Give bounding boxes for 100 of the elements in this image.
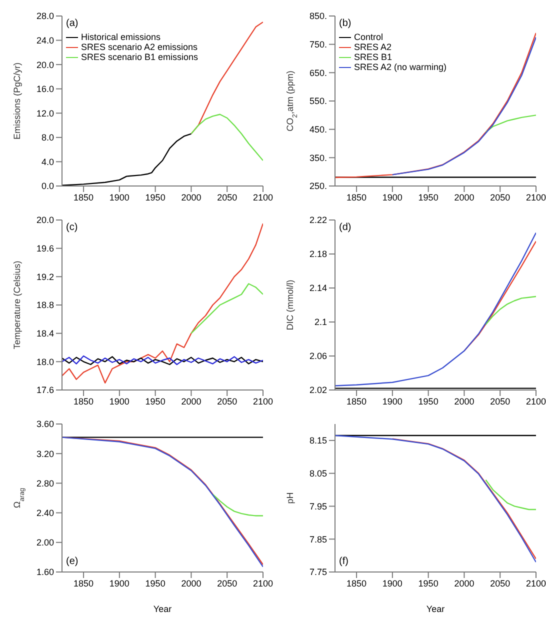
y-tick-label: 3.60 xyxy=(36,419,54,430)
x-tick-label: 2000 xyxy=(454,396,474,406)
x-tick-label: 1900 xyxy=(109,396,130,406)
y-axis-title: DIC (mmol/l) xyxy=(285,280,295,330)
annotation: (d) xyxy=(339,222,352,233)
y-tick-label: 8.05 xyxy=(309,468,327,479)
annotation: (b) xyxy=(339,18,352,29)
x-tick-label: 2000 xyxy=(181,578,202,588)
y-tick-label: 8.0 xyxy=(41,132,54,143)
x-tick-label: 2050 xyxy=(217,396,238,406)
y-tick-label: 450. xyxy=(309,124,327,135)
x-tick-label: 2000 xyxy=(181,192,202,202)
y-axis-title: Emissions (PgC/yr) xyxy=(12,62,22,140)
line-series xyxy=(392,36,536,176)
x-tick-label: 1900 xyxy=(382,578,402,588)
y-tick-label: 4.0 xyxy=(41,156,54,167)
line-series xyxy=(190,283,263,334)
x-tick-label: 2050 xyxy=(490,396,510,406)
y-tick-label: 16.0 xyxy=(36,84,54,94)
annotation: (c) xyxy=(66,222,78,233)
y-tick-label: 350. xyxy=(309,152,327,163)
x-tick-label: 2000 xyxy=(454,192,474,202)
y-tick-label: 7.95 xyxy=(309,501,327,512)
y-tick-label: 28.0 xyxy=(36,11,54,22)
y-tick-label: 250. xyxy=(309,181,327,192)
x-tick-label: 1900 xyxy=(109,192,130,202)
x-tick-label: 2050 xyxy=(490,578,510,588)
y-tick-label: 2.1 xyxy=(314,317,327,328)
x-tick-label: 1900 xyxy=(382,192,402,202)
y-tick-label: 650. xyxy=(309,68,327,78)
x-tick-label: 1950 xyxy=(145,192,166,202)
x-tick-label: 2100 xyxy=(526,578,546,588)
y-tick-label: 24.0 xyxy=(36,35,54,46)
line-series xyxy=(335,32,536,178)
x-tick-label: 1950 xyxy=(145,396,166,406)
y-tick-label: 1.60 xyxy=(36,567,54,578)
x-tick-label: 2100 xyxy=(252,192,274,202)
x-tick-label: 1850 xyxy=(74,192,94,202)
line-series xyxy=(190,114,263,162)
y-tick-label: 850. xyxy=(309,11,327,22)
x-tick-label: 2050 xyxy=(217,578,238,588)
x-tick-label: 1950 xyxy=(145,578,166,588)
line-series xyxy=(335,232,536,386)
annotation: (f) xyxy=(339,556,348,567)
x-tick-label: 1850 xyxy=(74,578,94,588)
line-series xyxy=(392,438,536,560)
x-tick-label: 2000 xyxy=(454,578,474,588)
line-series xyxy=(485,296,536,326)
y-tick-label: 2.02 xyxy=(309,385,327,396)
x-tick-label: 2100 xyxy=(252,396,274,406)
legend-label: Control xyxy=(354,32,384,42)
y-tick-label: 8.15 xyxy=(309,436,327,446)
legend-label: SRES B1 xyxy=(354,52,392,62)
annotation: (a) xyxy=(66,18,78,29)
x-tick-label: 1850 xyxy=(346,578,367,588)
legend-label: SRES A2 xyxy=(354,42,392,52)
y-tick-label: 0.0 xyxy=(41,181,54,192)
x-tick-label: 1950 xyxy=(418,192,438,202)
x-tick-label: 2050 xyxy=(217,192,238,202)
y-tick-label: 2.22 xyxy=(309,215,327,226)
annotation: (e) xyxy=(66,556,78,567)
line-series xyxy=(212,494,263,516)
legend-label: SRES A2 (no warming) xyxy=(354,62,447,72)
x-tick-label: 2000 xyxy=(181,396,202,406)
y-axis-title: Temperature (Celsius) xyxy=(12,260,22,350)
x-tick-label: 1850 xyxy=(346,192,367,202)
y-tick-label: 550. xyxy=(309,96,327,106)
y-tick-label: 7.75 xyxy=(309,567,327,578)
y-tick-label: 2.00 xyxy=(36,538,54,548)
x-tick-label: 2100 xyxy=(252,578,274,588)
line-series xyxy=(485,114,536,133)
legend-label: SRES scenario A2 emissions xyxy=(81,42,198,52)
x-tick-label: 1850 xyxy=(346,396,367,406)
x-tick-label: 2100 xyxy=(526,192,546,202)
y-tick-label: 2.06 xyxy=(309,351,327,362)
line-series xyxy=(62,133,192,186)
y-tick-label: 17.6 xyxy=(36,385,54,396)
y-tick-label: 3.20 xyxy=(36,448,54,459)
line-series xyxy=(485,479,536,510)
y-tick-label: 19.6 xyxy=(36,244,54,254)
y-tick-label: 18.0 xyxy=(36,356,54,367)
y-tick-label: 18.8 xyxy=(36,300,54,310)
y-tick-label: 2.14 xyxy=(309,283,327,294)
x-tick-label: 1850 xyxy=(74,396,94,406)
y-tick-label: 750. xyxy=(309,40,327,50)
x-tick-label: 1900 xyxy=(109,578,130,588)
y-tick-label: 7.85 xyxy=(309,534,327,544)
x-tick-label: 2050 xyxy=(490,192,510,202)
y-tick-label: 20.0 xyxy=(36,215,54,226)
y-tick-label: 12.0 xyxy=(36,108,54,118)
x-tick-label: 1950 xyxy=(418,578,438,588)
y-tick-label: 20.0 xyxy=(36,60,54,70)
line-series xyxy=(62,222,263,384)
y-tick-label: 2.80 xyxy=(36,478,54,488)
y-tick-label: 2.18 xyxy=(309,249,327,260)
x-axis-title: Year xyxy=(426,604,445,614)
x-axis-title: Year xyxy=(153,604,172,614)
x-tick-label: 2100 xyxy=(526,396,546,406)
legend-label: Historical emissions xyxy=(81,32,161,42)
y-tick-label: 2.40 xyxy=(36,508,54,518)
